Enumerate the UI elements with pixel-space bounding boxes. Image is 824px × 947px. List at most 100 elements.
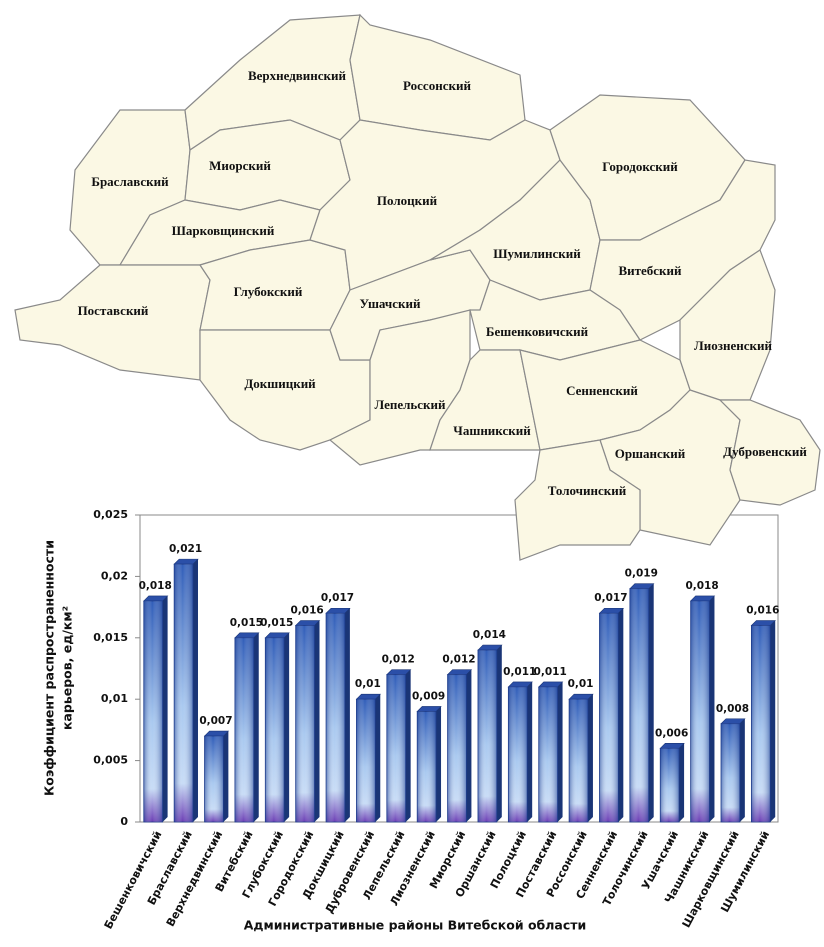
map-region: [14, 264, 211, 381]
bar-side: [192, 559, 198, 822]
region-label: Браславский: [91, 174, 169, 189]
map-region: [514, 439, 641, 561]
map-region: [429, 349, 541, 451]
bar-shade: [234, 637, 254, 822]
value-label: 0,011: [503, 666, 536, 678]
value-label: 0,018: [139, 580, 172, 592]
value-label: 0,021: [169, 543, 202, 555]
bar-side: [344, 608, 350, 822]
bar-shade: [174, 564, 193, 822]
region-label: Чашникский: [453, 423, 531, 438]
y-tick-label: 0: [120, 815, 128, 828]
bar-shade: [690, 600, 710, 822]
value-label: 0,014: [473, 629, 506, 641]
value-label: 0,01: [568, 678, 594, 690]
region-label: Россонский: [403, 78, 471, 93]
y-tick-label: 0,005: [93, 754, 128, 767]
x-axis-title: Административные районы Витебской област…: [244, 918, 587, 933]
region-label: Толочинский: [548, 483, 627, 498]
bar-shade: [599, 613, 619, 822]
value-label: 0,017: [321, 592, 354, 604]
bar-side: [709, 595, 715, 822]
value-label: 0,01: [355, 678, 381, 690]
region-label: Лиозненский: [694, 338, 772, 353]
bar-side: [496, 645, 502, 822]
region-label: Лепельский: [374, 397, 446, 412]
map-region: [718, 399, 821, 506]
bar-side: [375, 694, 381, 822]
y-tick-label: 0,025: [93, 508, 128, 521]
region-label: Верхнедвинский: [248, 68, 347, 83]
bar-shade: [143, 600, 163, 822]
bar-side: [618, 608, 624, 822]
value-label: 0,018: [685, 580, 718, 592]
y-tick-label: 0,015: [93, 631, 128, 644]
value-label: 0,019: [625, 568, 658, 580]
bar-shade: [356, 699, 376, 822]
bar-shade: [538, 686, 558, 822]
bar-side: [770, 620, 776, 822]
y-tick-label: 0,02: [101, 569, 128, 582]
bar-side: [527, 681, 533, 822]
map: Браславский Верхнедвинский Россонский Миорс…: [14, 13, 821, 561]
bar-shade: [386, 674, 406, 822]
region-label: Докшицкий: [244, 376, 316, 391]
bar-side: [679, 743, 685, 822]
bar-shade: [629, 588, 649, 822]
region-label: Поставский: [78, 303, 149, 318]
bar-shade: [265, 637, 285, 822]
region-label: Миорский: [209, 158, 271, 173]
bar-side: [162, 595, 168, 822]
region-label: Ушачский: [359, 296, 421, 311]
y-axis-title: Коэффициент распространенности: [42, 540, 57, 796]
region-label: Оршанский: [615, 446, 686, 461]
bar-shade: [447, 674, 467, 822]
bar-side: [284, 632, 290, 822]
bar-shade: [477, 650, 497, 822]
region-label: Дубровенский: [723, 444, 807, 459]
bar-shade: [508, 686, 528, 822]
bar-shade: [417, 711, 437, 822]
region-label: Бешенковичский: [486, 324, 589, 339]
x-tick-label: Шарковщинский: [680, 829, 742, 930]
value-label: 0,017: [594, 592, 627, 604]
value-label: 0,015: [230, 617, 263, 629]
region-label: Шумилинский: [493, 246, 581, 261]
value-label: 0,008: [716, 703, 749, 715]
bar-side: [466, 669, 472, 822]
value-label: 0,011: [534, 666, 567, 678]
value-label: 0,015: [260, 617, 293, 629]
value-label: 0,006: [655, 727, 688, 739]
bar-side: [436, 706, 442, 822]
bar-shade: [569, 699, 588, 822]
value-label: 0,016: [746, 605, 779, 617]
bar-side: [253, 632, 259, 822]
value-label: 0,009: [412, 690, 445, 702]
bar-side: [739, 718, 745, 822]
bar-side: [648, 583, 654, 822]
value-label: 0,007: [199, 715, 232, 727]
region-label: Шарковщинский: [172, 223, 275, 238]
region-label: Глубокский: [234, 284, 303, 299]
region-label: Сенненский: [566, 383, 638, 398]
bar-shade: [751, 625, 771, 822]
region-label: Витебский: [618, 263, 682, 278]
region-label: Полоцкий: [377, 193, 438, 208]
bar-side: [587, 694, 593, 822]
bar-shade: [204, 736, 224, 822]
bar-shade: [721, 723, 740, 822]
bar-side: [557, 681, 563, 822]
bar-shade: [326, 613, 345, 822]
chart: Административные районы Витебской област…: [42, 508, 780, 933]
bar-shade: [295, 625, 315, 822]
y-axis-title: карьеров, ед/км²: [60, 606, 75, 730]
region-label: Городокский: [602, 159, 678, 174]
value-label: 0,012: [442, 654, 475, 666]
bar-side: [314, 620, 320, 822]
bar-side: [405, 669, 411, 822]
y-tick-label: 0,01: [101, 692, 128, 705]
bar-shade: [660, 748, 680, 822]
bar-side: [223, 731, 229, 822]
